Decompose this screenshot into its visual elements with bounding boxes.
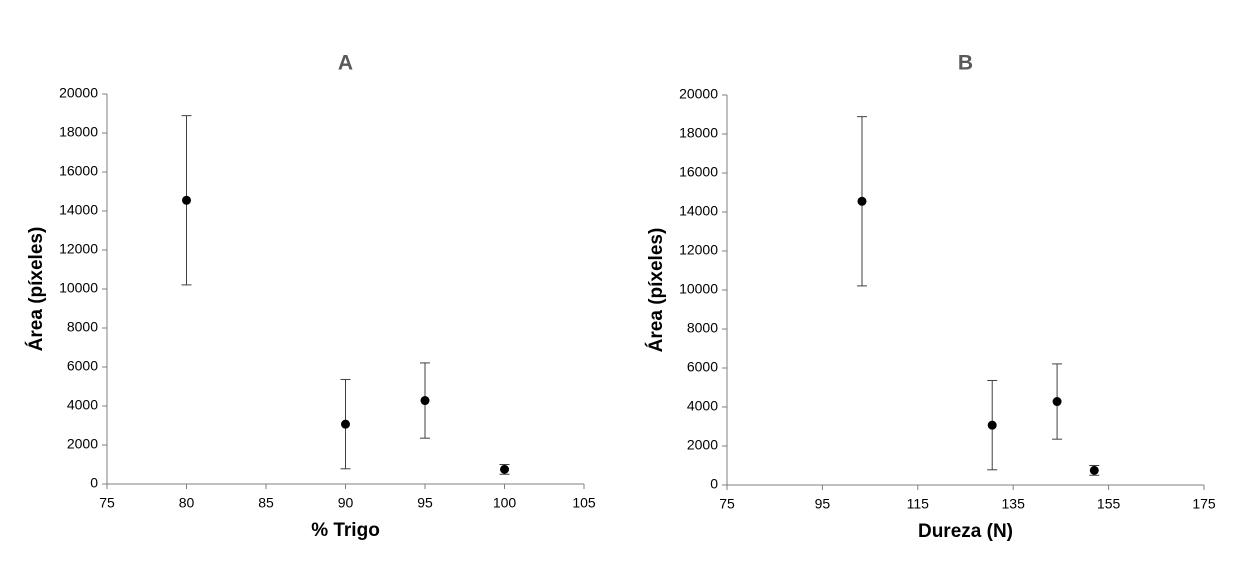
x-axis-label: Dureza (N) <box>918 521 1013 542</box>
y-tick-label: 14000 <box>59 202 98 218</box>
y-tick-label: 18000 <box>679 125 718 141</box>
point <box>500 464 509 474</box>
x-tick-label: 85 <box>258 495 274 511</box>
x-tick-label: 155 <box>1097 496 1121 512</box>
y-axis-label: Área (píxeles) <box>25 227 47 352</box>
y-tick-label: 0 <box>90 475 98 491</box>
point <box>341 419 350 429</box>
y-tick-label: 10000 <box>679 281 718 297</box>
y-tick-label: 8000 <box>67 319 98 335</box>
y-tick-label: 14000 <box>679 203 718 219</box>
y-tick-label: 6000 <box>67 358 98 374</box>
point <box>182 195 191 205</box>
point <box>857 196 867 206</box>
point <box>1089 465 1099 475</box>
point <box>420 396 430 406</box>
x-tick-label: 115 <box>907 496 930 512</box>
chart-title: B <box>958 52 973 75</box>
y-tick-label: 4000 <box>67 397 98 413</box>
x-tick-label: 80 <box>179 495 195 511</box>
y-tick-label: 20000 <box>679 86 718 102</box>
y-tick-label: 16000 <box>679 164 718 180</box>
chart-title: A <box>338 52 353 75</box>
y-tick-label: 8000 <box>687 320 718 336</box>
x-tick-label: 100 <box>493 495 517 511</box>
y-tick-label: 0 <box>710 476 718 492</box>
y-tick-label: 4000 <box>687 398 718 414</box>
point <box>987 420 997 430</box>
y-tick-label: 16000 <box>59 163 98 179</box>
x-tick-label: 75 <box>99 495 115 511</box>
point <box>1052 397 1062 407</box>
x-tick-label: 90 <box>338 495 354 511</box>
x-tick-label: 135 <box>1002 496 1026 512</box>
y-tick-label: 2000 <box>687 437 718 453</box>
x-tick-label: 175 <box>1192 496 1216 512</box>
y-axis-label: Área (píxeles) <box>645 228 667 353</box>
y-tick-label: 2000 <box>67 436 98 452</box>
y-tick-label: 6000 <box>687 359 718 375</box>
y-tick-label: 20000 <box>59 85 98 101</box>
x-tick-label: 95 <box>815 496 831 512</box>
x-tick-label: 95 <box>417 495 433 511</box>
y-tick-label: 18000 <box>59 124 98 140</box>
x-axis-label: % Trigo <box>311 520 380 541</box>
y-tick-label: 10000 <box>59 280 98 296</box>
x-tick-label: 75 <box>719 496 735 512</box>
x-tick-label: 105 <box>572 495 596 511</box>
y-tick-label: 12000 <box>679 242 718 258</box>
y-tick-label: 12000 <box>59 241 98 257</box>
